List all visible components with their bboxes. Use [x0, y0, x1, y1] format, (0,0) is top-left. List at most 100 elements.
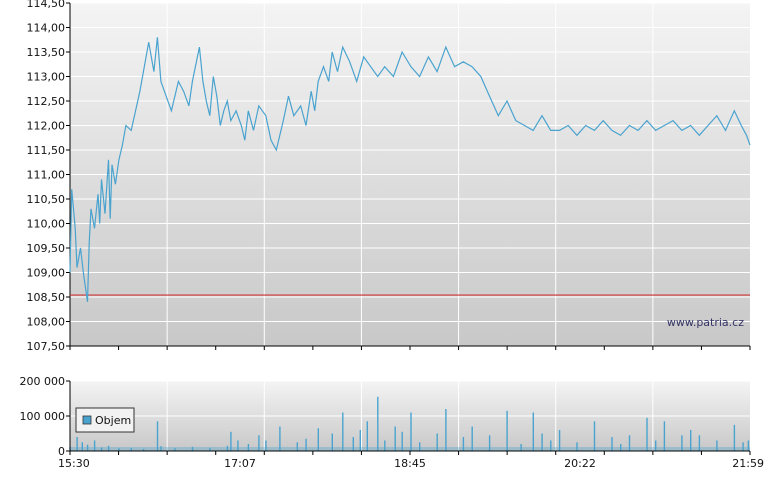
volume-y-tick-label: 100 000 [20, 410, 66, 423]
volume-bar [550, 440, 552, 451]
volume-bar [81, 442, 83, 452]
volume-bar [681, 435, 683, 452]
volume-bar [394, 426, 396, 451]
price-y-tick-label: 111,00 [27, 169, 66, 182]
volume-bar [716, 440, 718, 451]
price-grid [70, 2, 750, 347]
volume-bar [142, 448, 145, 451]
volume-bar [296, 442, 298, 452]
legend-label-objem: Objem [95, 414, 131, 427]
price-y-tick-label: 108,00 [27, 316, 66, 329]
volume-bar [342, 412, 344, 451]
volume-bar [506, 410, 508, 452]
volume-bar [520, 444, 522, 451]
volume-bar [209, 447, 211, 451]
volume-bar [93, 440, 96, 451]
volume-bar [317, 428, 319, 452]
volume-bar [107, 445, 110, 452]
volume-bar [576, 442, 578, 452]
volume-bar [742, 442, 744, 452]
x-tick-label: 17:07 [224, 457, 256, 470]
volume-bar [366, 421, 368, 452]
volume-bar [384, 440, 386, 451]
price-y-tick-label: 114,00 [27, 22, 66, 35]
volume-bar [156, 421, 159, 452]
x-tick-label: 20:22 [564, 457, 596, 470]
volume-bar [377, 396, 379, 452]
volume-bar [86, 444, 89, 451]
price-y-tick-label: 109,50 [27, 242, 66, 255]
price-series-line [69, 37, 751, 302]
x-tick-label: 18:45 [394, 457, 426, 470]
volume-bar [305, 438, 307, 452]
volume-bar [237, 440, 239, 451]
volume-bar [532, 412, 534, 451]
price-y-tick-label: 111,50 [27, 144, 66, 157]
volume-bar [359, 430, 361, 451]
volume-bar [279, 426, 281, 451]
price-x-axis-ticks [69, 346, 751, 350]
volume-bar [118, 448, 120, 451]
volume-bar [265, 440, 267, 451]
volume-bar [230, 431, 232, 452]
price-y-tick-label: 110,00 [27, 218, 66, 231]
volume-bar [611, 437, 613, 451]
price-y-tick-label: 113,00 [27, 71, 66, 84]
volume-bar [620, 444, 622, 451]
volume-bar [174, 448, 176, 451]
volume-bar [663, 421, 666, 452]
legend: Objem [75, 407, 135, 433]
volume-bar [76, 437, 78, 451]
volume-bar [100, 447, 103, 451]
volume-grid [70, 380, 750, 452]
volume-bar [655, 440, 657, 451]
volume-bar [747, 440, 750, 451]
volume-bars [69, 396, 750, 452]
price-y-tick-label: 114,50 [27, 0, 66, 10]
volume-bar [445, 409, 447, 451]
volume-panel: 0 100 000 200 000 15:30 17:07 18:45 20:22 21:5… [20, 375, 765, 470]
volume-bar [488, 435, 491, 452]
volume-bar [130, 447, 132, 451]
volume-bar [331, 433, 333, 451]
volume-bar [698, 435, 701, 452]
volume-x-axis-ticks: 15:30 17:07 18:45 20:22 21:59 [58, 451, 764, 470]
volume-bar [628, 435, 631, 452]
volume-bar [733, 424, 736, 452]
price-y-axis-ticks: 107,50 108,00 108,50 109,00 109,50 110,00 110,… [27, 0, 70, 353]
price-y-tick-label: 110,50 [27, 193, 66, 206]
volume-bar [401, 431, 403, 452]
volume-bar [352, 437, 354, 451]
volume-y-tick-label: 0 [58, 445, 65, 458]
volume-bar [471, 426, 473, 451]
volume-bar [436, 433, 438, 451]
price-y-tick-label: 107,50 [27, 340, 66, 353]
volume-y-tick-label: 200 000 [20, 375, 66, 388]
x-tick-label: 21:59 [732, 457, 764, 470]
volume-bar [410, 412, 412, 451]
price-panel: 107,50 108,00 108,50 109,00 109,50 110,00 110,… [27, 0, 751, 353]
volume-bar [541, 433, 543, 451]
volume-bar [690, 430, 692, 451]
volume-bar [462, 437, 465, 451]
x-tick-label: 15:30 [58, 457, 90, 470]
legend-swatch-objem [82, 415, 92, 425]
price-y-tick-label: 112,00 [27, 120, 66, 133]
volume-bar [160, 446, 162, 451]
volume-bar [258, 435, 260, 452]
volume-bar [419, 442, 421, 452]
volume-y-axis-ticks: 0 100 000 200 000 [20, 375, 70, 458]
volume-bar [226, 445, 229, 452]
volume-bar [593, 421, 596, 452]
price-y-tick-label: 108,50 [27, 291, 66, 304]
volume-bar [646, 417, 648, 452]
volume-baseline-band [70, 447, 750, 451]
volume-bar [247, 444, 250, 451]
price-y-tick-label: 112,50 [27, 95, 66, 108]
price-y-tick-label: 113,50 [27, 46, 66, 59]
volume-bar [191, 446, 194, 451]
watermark: www.patria.cz [667, 316, 744, 329]
price-y-tick-label: 109,00 [27, 267, 66, 280]
volume-bar [558, 430, 561, 451]
